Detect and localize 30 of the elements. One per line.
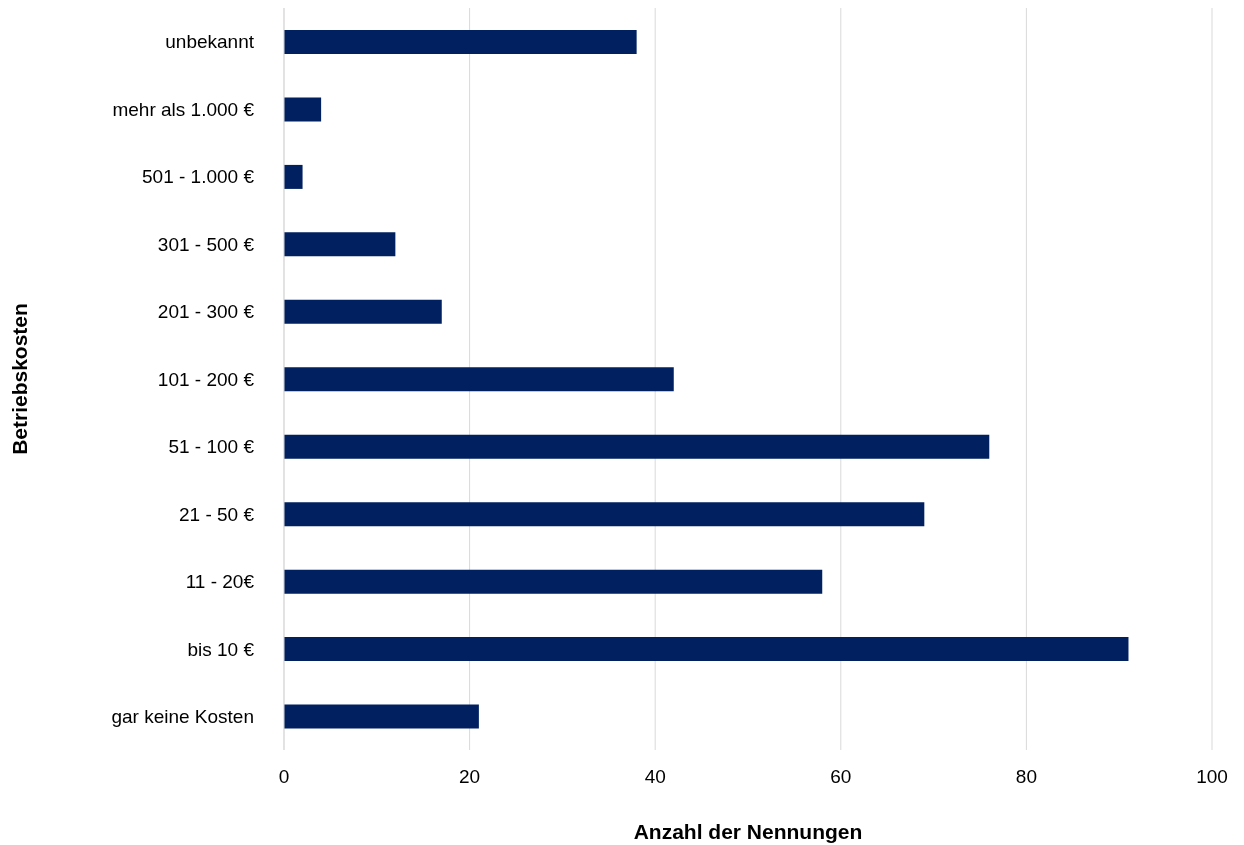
bar — [284, 232, 396, 257]
bar — [284, 434, 990, 459]
bar — [284, 704, 479, 729]
y-tick-label: 101 - 200 € — [157, 368, 255, 390]
y-tick-label: mehr als 1.000 € — [112, 98, 255, 120]
y-tick-label: gar keine Kosten — [111, 706, 254, 728]
x-tick-label: 0 — [278, 766, 290, 788]
x-tick-label: 60 — [830, 766, 852, 788]
y-tick-label: 201 - 300 € — [157, 301, 255, 323]
bar — [284, 502, 925, 527]
x-tick-label: 40 — [644, 766, 666, 788]
bar — [284, 299, 442, 324]
y-tick-label: bis 10 € — [187, 638, 255, 660]
y-tick-label: 21 - 50 € — [179, 503, 255, 525]
bar — [284, 637, 1129, 662]
x-axis-title: Anzahl der Nennungen — [633, 820, 863, 843]
y-tick-label: unbekannt — [165, 31, 255, 53]
bar — [284, 30, 637, 54]
bar — [284, 164, 303, 189]
y-tick-label: 501 - 1.000 € — [142, 166, 255, 188]
y-tick-label: 51 - 100 € — [168, 436, 255, 458]
y-axis-title: Betriebskosten — [8, 303, 32, 455]
bar — [284, 569, 823, 594]
bar — [284, 97, 322, 122]
x-tick-label: 20 — [459, 766, 481, 788]
x-tick-label: 80 — [1015, 766, 1037, 788]
y-tick-label: 301 - 500 € — [157, 233, 255, 255]
x-tick-label: 100 — [1196, 766, 1228, 788]
y-tick-label: 11 - 20€ — [185, 571, 255, 593]
bar — [284, 367, 674, 392]
